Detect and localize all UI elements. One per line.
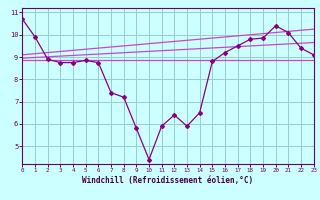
X-axis label: Windchill (Refroidissement éolien,°C): Windchill (Refroidissement éolien,°C) <box>83 176 253 185</box>
